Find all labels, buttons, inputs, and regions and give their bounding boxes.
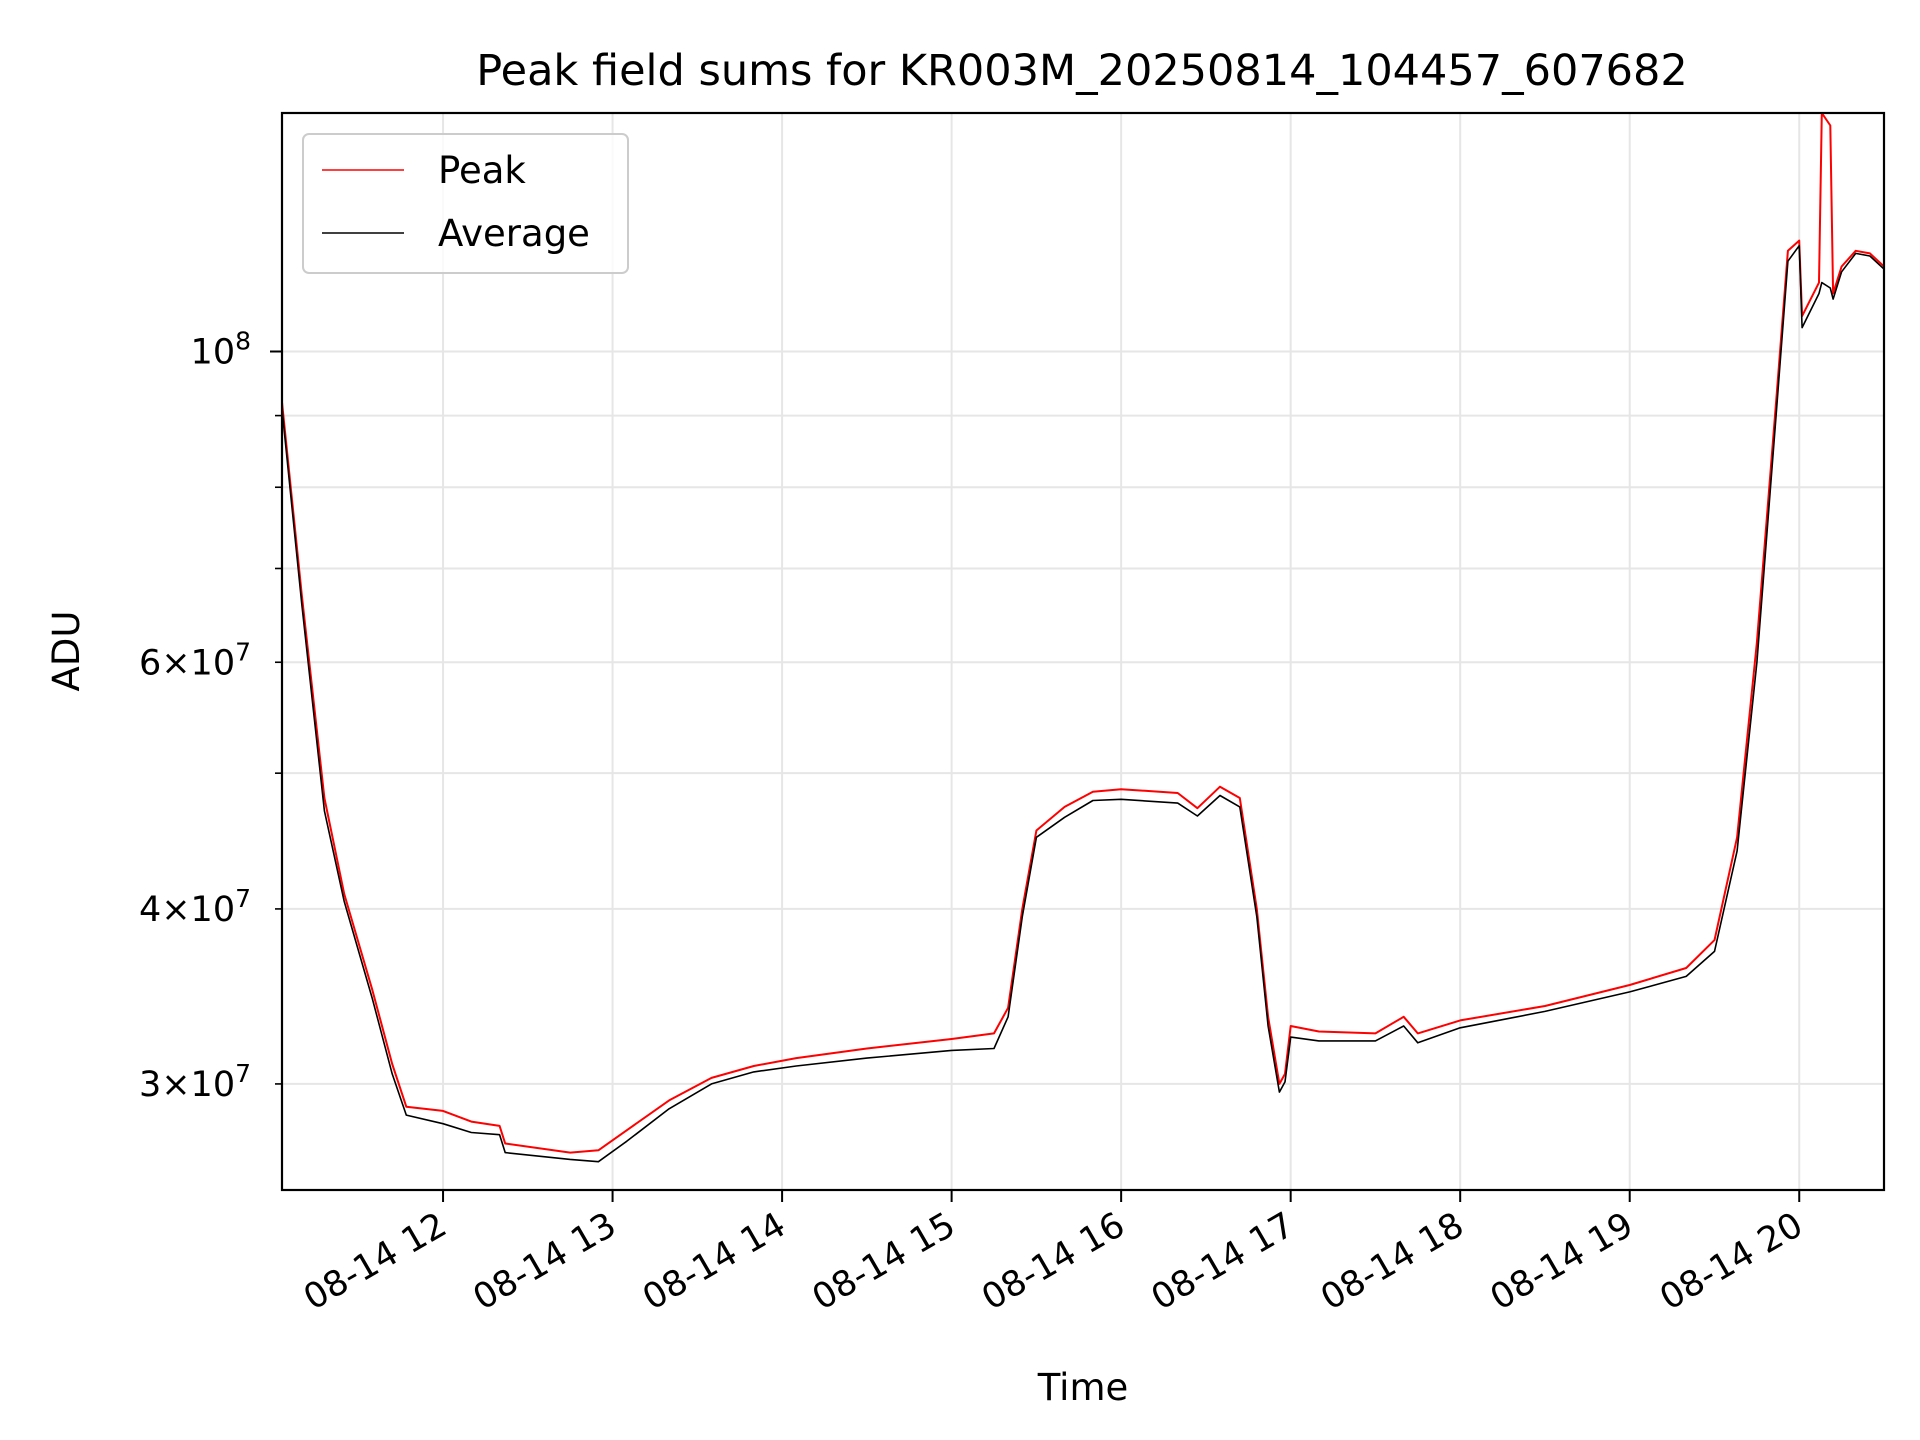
series-line-average xyxy=(282,244,1884,1163)
legend-box xyxy=(302,133,629,274)
y-tick-label: 6×107 xyxy=(139,637,251,683)
y-tick-label: 4×107 xyxy=(139,884,251,930)
y-axis: 108 3×107 4×107 6×107 xyxy=(139,326,282,1105)
plot-frame xyxy=(280,111,1886,1192)
series-layer xyxy=(282,113,1884,1163)
y-tick-label: 108 xyxy=(191,326,251,372)
legend: Peak Average xyxy=(302,133,629,274)
y-axis-label: ADU xyxy=(45,611,88,692)
legend-label-average: Average xyxy=(438,212,590,255)
grid xyxy=(282,113,1884,1190)
legend-label-peak: Peak xyxy=(438,149,526,192)
x-axis-label: Time xyxy=(1037,1366,1129,1409)
y-tick-label: 3×107 xyxy=(139,1059,251,1105)
series-line-peak xyxy=(282,113,1884,1154)
chart-title: Peak field sums for KR003M_20250814_1044… xyxy=(476,46,1688,96)
